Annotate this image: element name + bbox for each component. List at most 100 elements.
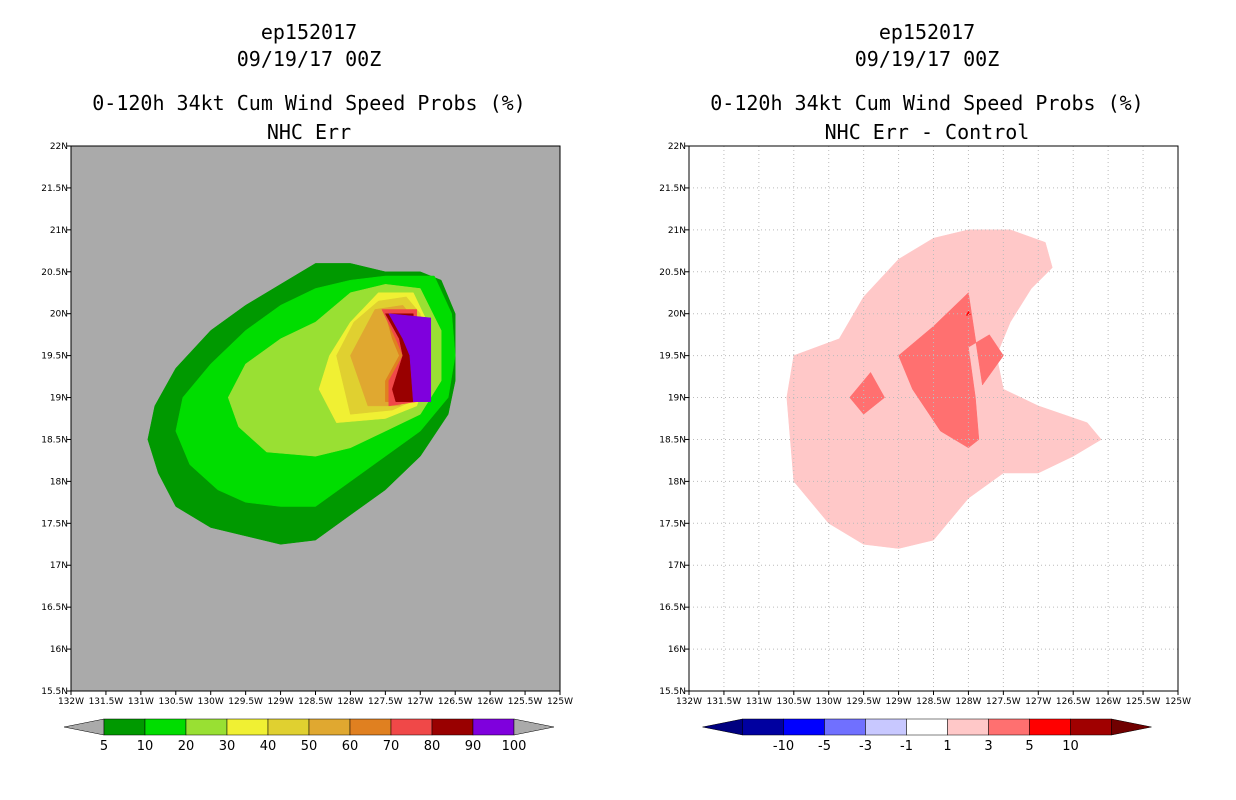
x-tick-label: 126W — [1095, 697, 1121, 707]
y-tick-label: 21.5N — [659, 184, 686, 194]
colorbar-swatch — [1029, 718, 1071, 736]
y-tick-label: 16N — [668, 645, 686, 655]
x-tick-label: 132W — [58, 697, 84, 707]
y-tick-label: 20.5N — [41, 268, 68, 278]
x-tick-label: 129W — [886, 697, 912, 707]
colorbar-swatch — [431, 718, 474, 736]
chart-subtitle: NHC Err — [266, 120, 352, 144]
x-tick-label: 127W — [1025, 697, 1051, 707]
contour-level-3 — [898, 292, 1004, 449]
y-tick-label: 18.5N — [41, 435, 68, 445]
colorbar-swatch — [742, 718, 784, 736]
y-tick-label: 21N — [50, 226, 68, 236]
colorbar-label: 10 — [1062, 739, 1079, 754]
contour-level-3 — [849, 371, 885, 415]
x-tick-label: 125W — [1165, 697, 1191, 707]
y-tick-label: 19.5N — [41, 352, 68, 362]
y-tick-label: 22N — [668, 142, 686, 152]
x-tick-label: 127.5W — [368, 697, 403, 707]
chart-title: 0-120h 34kt Cum Wind Speed Probs (%) — [92, 91, 526, 115]
colorbar-label: 80 — [424, 739, 441, 754]
y-tick-label: 17.5N — [659, 519, 686, 529]
colorbar-swatch — [267, 718, 310, 736]
colorbar-label: 5 — [1025, 739, 1033, 754]
x-tick-label: 131.5W — [89, 697, 124, 707]
difference-map: 132W 131.5W 131W 130.5W 130W 129.5W 129W 128.5W… — [659, 142, 1191, 754]
datetime: 09/19/17 00Z — [236, 47, 382, 71]
colorbar-label: 100 — [502, 739, 527, 754]
left-panel: ep152017 09/19/17 00Z 0-120h 34kt Cum Wi… — [41, 20, 573, 754]
x-tick-label: 131W — [128, 697, 154, 707]
colorbar-swatch — [947, 718, 989, 736]
x-tick-label: 128W — [955, 697, 981, 707]
y-tick-label: 16N — [50, 645, 68, 655]
x-tick-label: 125.5W — [1126, 697, 1161, 707]
x-tick-label: 127.5W — [986, 697, 1021, 707]
y-tick-label: 18.5N — [659, 435, 686, 445]
colorbar-swatch — [308, 718, 351, 736]
datetime: 09/19/17 00Z — [854, 47, 1000, 71]
x-tick-label: 126.5W — [438, 697, 473, 707]
colorbar-label: 5 — [100, 739, 108, 754]
colorbar-swatch — [865, 718, 907, 736]
colorbar-label: 90 — [465, 739, 482, 754]
storm-id: ep152017 — [878, 20, 976, 44]
y-tick-label: 15.5N — [659, 687, 686, 697]
colorbar-swatch — [144, 718, 187, 736]
colorbar-label: 30 — [219, 739, 236, 754]
x-tick-label: 129.5W — [228, 697, 263, 707]
colorbar-swatch — [906, 718, 948, 736]
colorbar-swatch — [783, 718, 825, 736]
chart-subtitle: NHC Err - Control — [824, 120, 1030, 144]
y-tick-label: 19N — [50, 394, 68, 404]
colorbar-label: 50 — [301, 739, 318, 754]
colorbar-swatch — [226, 718, 269, 736]
colorbar-label: -5 — [818, 739, 831, 754]
x-tick-label: 125.5W — [508, 697, 543, 707]
y-tick-label: 20.5N — [659, 268, 686, 278]
colorbar-swatch — [185, 718, 228, 736]
colorbar-label: 60 — [342, 739, 359, 754]
x-tick-label: 130W — [198, 697, 224, 707]
x-tick-label: 132W — [676, 697, 702, 707]
x-tick-label: 128.5W — [298, 697, 333, 707]
y-tick-label: 16.5N — [659, 603, 686, 613]
colorbar-label: -10 — [773, 739, 794, 754]
colorbar-swatch — [103, 718, 146, 736]
right-panel: ep152017 09/19/17 00Z 0-120h 34kt Cum Wi… — [618, 0, 1236, 800]
colorbar-over-arrow — [513, 718, 555, 736]
colorbar-swatch — [824, 718, 866, 736]
colorbar-under-arrow — [702, 718, 743, 736]
y-tick-label: 21.5N — [41, 184, 68, 194]
y-tick-label: 18N — [668, 477, 686, 487]
x-tick-label: 128W — [337, 697, 363, 707]
x-tick-label: 126W — [477, 697, 503, 707]
colorbar-swatch — [1070, 718, 1112, 736]
x-tick-label: 126.5W — [1056, 697, 1091, 707]
colorbar-swatch — [472, 718, 515, 736]
colorbar-label: 1 — [943, 739, 951, 754]
x-tick-label: 131W — [746, 697, 772, 707]
x-tick-label: 129W — [268, 697, 294, 707]
chart-title: 0-120h 34kt Cum Wind Speed Probs (%) — [710, 91, 1144, 115]
colorbar-label: 70 — [383, 739, 400, 754]
y-tick-label: 21N — [668, 226, 686, 236]
y-tick-label: 17.5N — [41, 519, 68, 529]
x-tick-label: 131.5W — [707, 697, 742, 707]
y-tick-label: 16.5N — [41, 603, 68, 613]
colorbar-label: 20 — [178, 739, 195, 754]
x-tick-label: 130.5W — [158, 697, 193, 707]
probability-map: 132W 131.5W 131W 130.5W 130W 129.5W 129W 128.5W… — [41, 142, 573, 754]
storm-id: ep152017 — [260, 20, 358, 44]
colorbar-label: -3 — [859, 739, 872, 754]
y-tick-label: 15.5N — [41, 687, 68, 697]
colorbar-over-arrow — [1111, 718, 1152, 736]
colorbar-label: -1 — [900, 739, 913, 754]
colorbar-swatch — [349, 718, 392, 736]
colorbar-swatch — [390, 718, 433, 736]
colorbar-swatch — [988, 718, 1030, 736]
y-tick-label: 20N — [50, 310, 68, 320]
y-tick-label: 20N — [668, 310, 686, 320]
y-tick-label: 17N — [50, 561, 68, 571]
x-tick-label: 130W — [816, 697, 842, 707]
